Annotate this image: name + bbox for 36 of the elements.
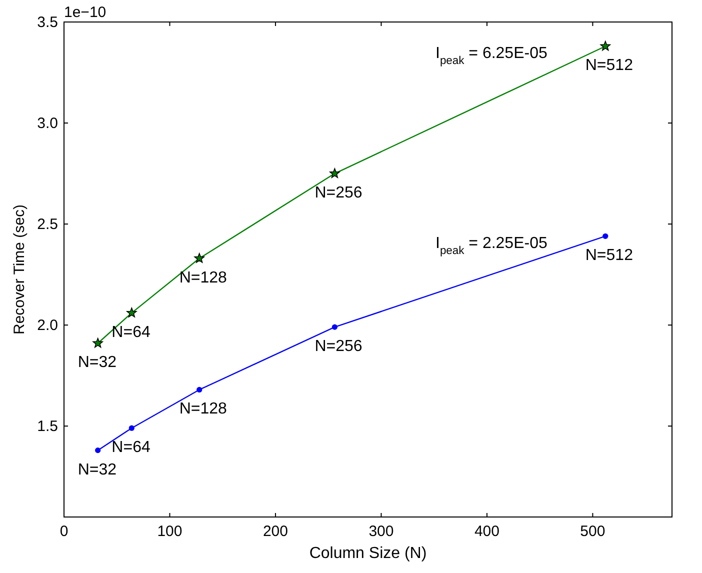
annotation: N=256 <box>314 184 362 202</box>
x-tick-label: 400 <box>474 523 500 540</box>
point <box>194 252 204 263</box>
y-tick-label: 2.0 <box>37 317 58 334</box>
y-tick-label: 2.5 <box>37 216 58 234</box>
point <box>128 425 134 431</box>
x-tick-label: 300 <box>368 523 394 540</box>
y-tick-label: 3.0 <box>37 115 58 132</box>
x-tick-label: 100 <box>157 523 182 540</box>
annotation: N=512 <box>585 247 634 264</box>
point <box>92 338 103 348</box>
annotation: N=64 <box>112 439 150 456</box>
x-tick-label: 0 <box>60 523 68 540</box>
point <box>600 40 611 51</box>
x-tick-label: 500 <box>580 523 606 540</box>
y-axis-title: Recover Time (sec) <box>11 204 28 335</box>
annotation: N=256 <box>314 338 362 356</box>
annotation: N=64 <box>112 324 150 341</box>
y-tick-label: 1.5 <box>37 418 58 436</box>
series-label: I$_{peak}$ = 6.25E-05 <box>435 45 548 68</box>
text: 1e−10 <box>64 4 106 21</box>
y-tick-label: 3.5 <box>37 14 58 31</box>
annotation: N=128 <box>179 400 228 418</box>
point <box>126 308 137 318</box>
x-tick-label: 200 <box>262 523 288 540</box>
x-axis-title: Column Size (N) <box>309 545 427 562</box>
point <box>332 324 338 330</box>
annotation: N=32 <box>78 354 117 372</box>
series-label: I$_{peak}$ = 2.25E-05 <box>435 235 548 258</box>
annotation: N=128 <box>179 269 228 286</box>
point <box>196 386 202 393</box>
annotation: N=32 <box>78 461 117 478</box>
point <box>95 448 101 454</box>
point <box>602 233 608 239</box>
point <box>330 168 340 178</box>
annotation: N=512 <box>585 57 634 74</box>
